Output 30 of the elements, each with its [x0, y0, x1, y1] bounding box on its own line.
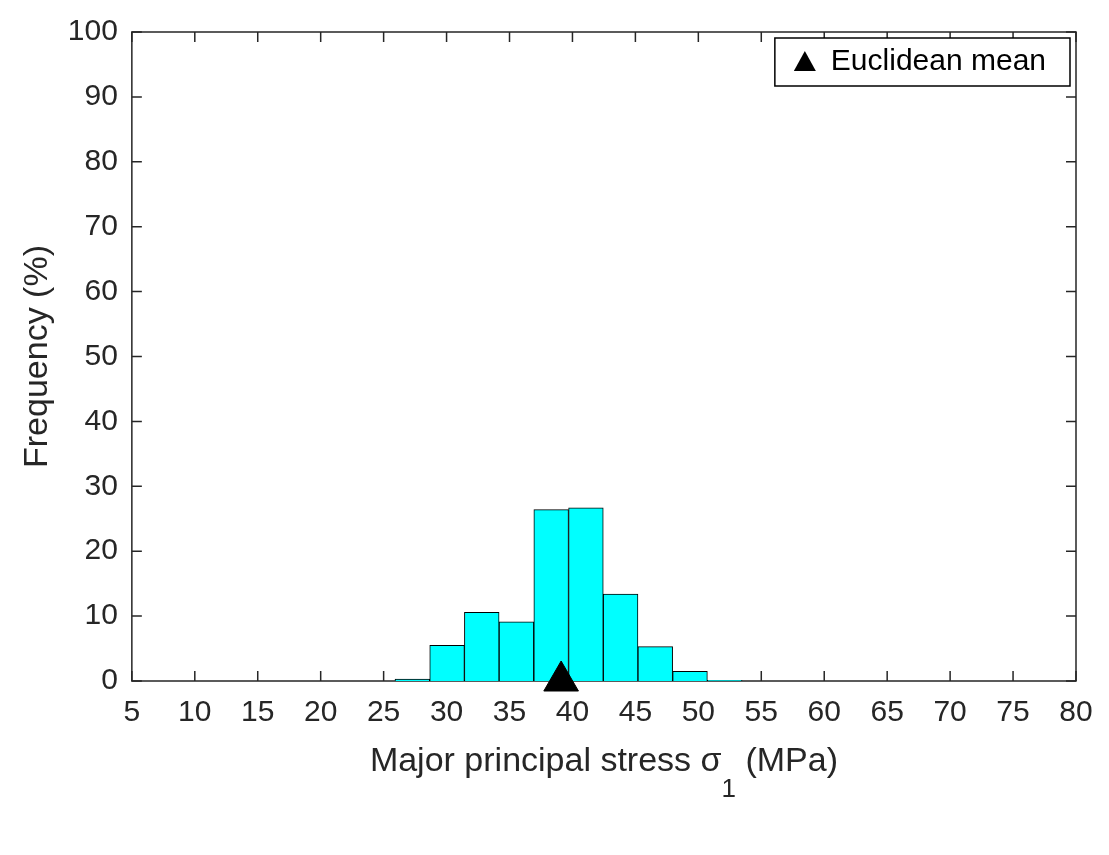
y-tick-label: 80	[84, 143, 118, 177]
legend-label: Euclidean mean	[830, 43, 1047, 77]
x-tick-label: 70	[933, 694, 967, 728]
x-tick-label: 65	[870, 694, 904, 728]
x-tick-label: 35	[492, 694, 527, 728]
y-tick-label: 0	[101, 662, 118, 696]
y-tick-label: 50	[84, 337, 118, 371]
x-tick-label: 25	[366, 694, 401, 728]
x-tick-label: 15	[241, 694, 275, 728]
x-tick-label: 75	[996, 694, 1030, 728]
x-tick-label: 60	[807, 694, 841, 728]
x-tick-label: 20	[304, 694, 338, 728]
x-tick-label: 55	[744, 694, 778, 728]
x-tick-label: 45	[618, 694, 653, 728]
x-tick-label: 50	[681, 694, 716, 728]
y-tick-label: 40	[84, 402, 118, 436]
y-tick-label: 60	[84, 272, 118, 306]
x-tick-label: 10	[178, 694, 212, 728]
x-axis-title: Major principal stress σ1 (MPa)	[369, 740, 838, 803]
x-tick-label: 5	[123, 694, 141, 728]
y-tick-label: 10	[84, 597, 118, 631]
y-tick-label: 70	[84, 207, 118, 241]
y-tick-label: 30	[84, 467, 118, 501]
y-tick-label: 20	[84, 532, 118, 566]
y-tick-label: 90	[84, 78, 118, 112]
x-tick-label: 40	[555, 694, 590, 728]
x-tick-label: 80	[1059, 694, 1093, 728]
x-tick-label: 30	[429, 694, 464, 728]
y-axis-title: Frequency (%)	[15, 245, 54, 468]
y-tick-label: 100	[67, 13, 118, 47]
